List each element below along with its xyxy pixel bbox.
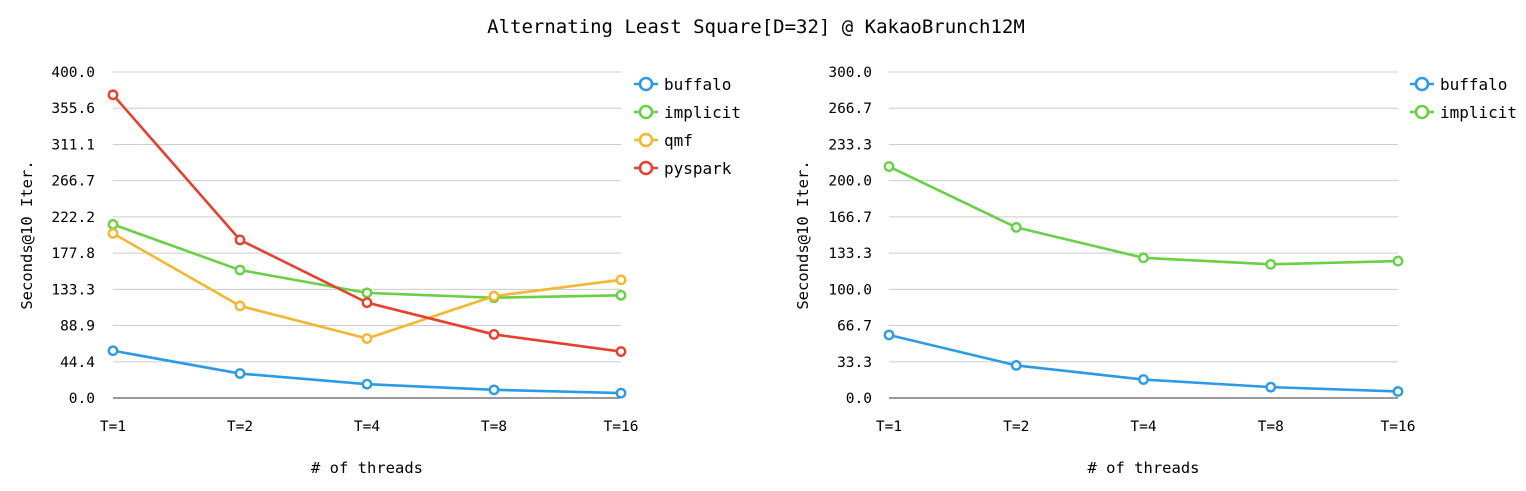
- data-point-implicit: [615, 289, 627, 301]
- legend-label-buffalo: buffalo: [1440, 75, 1507, 94]
- y-tick-label: 44.4: [60, 355, 95, 371]
- x-tick-label: T=4: [1130, 419, 1156, 435]
- data-point-buffalo: [1010, 359, 1022, 371]
- series-line-implicit: [112, 223, 622, 300]
- x-tick-label: T=1: [100, 419, 126, 435]
- y-tick-label: 355.6: [51, 101, 95, 117]
- data-point-buffalo: [1392, 386, 1404, 397]
- right-chart: 0.0 33.3 66.7 100.0 133.3 166.7 200.0 233.3 266.…: [794, 65, 1517, 477]
- y-tick-label: 33.3: [837, 355, 872, 371]
- data-point-buffalo: [234, 368, 246, 379]
- data-point-qmf: [615, 274, 627, 286]
- y-tick-label: 266.7: [51, 174, 95, 190]
- legend-marker-buffalo: [1414, 76, 1430, 92]
- y-tick-label: 100.0: [828, 282, 872, 298]
- data-point-pyspark: [107, 89, 119, 101]
- y-axis-label: Seconds@10 Iter.: [18, 160, 36, 309]
- left-chart: 0.0 44.4 88.9 133.3 177.8 222.2 266.7 311.1 355.…: [18, 65, 741, 477]
- x-tick-label: T=8: [481, 419, 507, 435]
- y-tick-label: 222.2: [51, 210, 95, 226]
- x-tick-label: T=4: [354, 419, 380, 435]
- data-point-implicit: [234, 264, 246, 276]
- data-point-buffalo: [883, 329, 895, 341]
- data-point-implicit: [883, 161, 895, 172]
- y-tick-label: 66.7: [837, 319, 872, 335]
- data-point-pyspark: [234, 234, 246, 246]
- x-tick-label: T=2: [1003, 419, 1029, 435]
- data-point-buffalo: [107, 345, 119, 357]
- legend-label-implicit: implicit: [664, 103, 741, 122]
- data-point-qmf: [361, 333, 373, 344]
- legend-label-buffalo: buffalo: [664, 75, 731, 94]
- x-tick-label: T=16: [1381, 419, 1416, 435]
- y-tick-label: 88.9: [60, 319, 95, 335]
- legend-marker-implicit: [638, 104, 654, 120]
- x-axis-label: # of threads: [1088, 459, 1200, 477]
- y-tick-label: 177.8: [51, 246, 95, 262]
- legend-label-implicit: implicit: [1440, 103, 1517, 122]
- legend-marker-qmf: [638, 132, 654, 148]
- x-tick-label: T=16: [604, 419, 639, 435]
- y-tick-label: 233.3: [828, 137, 872, 153]
- legend-label-pyspark: pyspark: [664, 159, 732, 178]
- series-line-implicit: [888, 165, 1399, 266]
- x-tick-label: T=2: [227, 419, 253, 435]
- data-point-implicit: [1265, 258, 1277, 270]
- data-point-buffalo: [488, 384, 500, 396]
- chart-title: Alternating Least Square[D=32] @ KakaoBr…: [487, 16, 1025, 38]
- y-tick-label: 133.3: [51, 282, 95, 298]
- data-point-qmf: [107, 227, 119, 239]
- data-point-pyspark: [361, 297, 373, 309]
- series-line-pyspark: [112, 93, 622, 353]
- x-tick-label: T=1: [876, 419, 902, 435]
- data-point-qmf: [488, 290, 500, 302]
- data-point-implicit: [107, 219, 119, 230]
- data-point-implicit: [361, 287, 373, 299]
- data-point-implicit: [1392, 255, 1404, 267]
- y-axis-label: Seconds@10 Iter.: [794, 160, 812, 309]
- data-point-buffalo: [615, 387, 627, 399]
- y-tick-label: 166.7: [828, 210, 872, 226]
- data-point-implicit: [1138, 252, 1149, 264]
- legend-marker-buffalo: [638, 76, 654, 92]
- x-tick-label: T=8: [1258, 419, 1284, 435]
- y-tick-label: 0.0: [846, 391, 872, 407]
- series-line-qmf: [112, 232, 622, 340]
- data-point-buffalo: [1265, 381, 1277, 393]
- x-axis-label: # of threads: [311, 459, 423, 477]
- data-point-buffalo: [1138, 374, 1149, 385]
- legend-marker-implicit: [1414, 104, 1430, 120]
- data-point-pyspark: [615, 346, 627, 357]
- y-tick-label: 266.7: [828, 101, 872, 117]
- data-point-qmf: [234, 300, 246, 312]
- data-point-pyspark: [488, 329, 500, 340]
- data-point-buffalo: [361, 378, 373, 390]
- y-tick-label: 311.1: [51, 137, 95, 153]
- y-tick-label: 0.0: [69, 391, 95, 407]
- y-tick-label: 133.3: [828, 246, 872, 262]
- legend-label-qmf: qmf: [664, 131, 693, 150]
- y-tick-label: 400.0: [51, 65, 95, 81]
- legend-marker-pyspark: [638, 160, 654, 176]
- data-point-implicit: [1010, 221, 1022, 233]
- y-tick-label: 300.0: [828, 65, 872, 81]
- y-tick-label: 200.0: [828, 174, 872, 190]
